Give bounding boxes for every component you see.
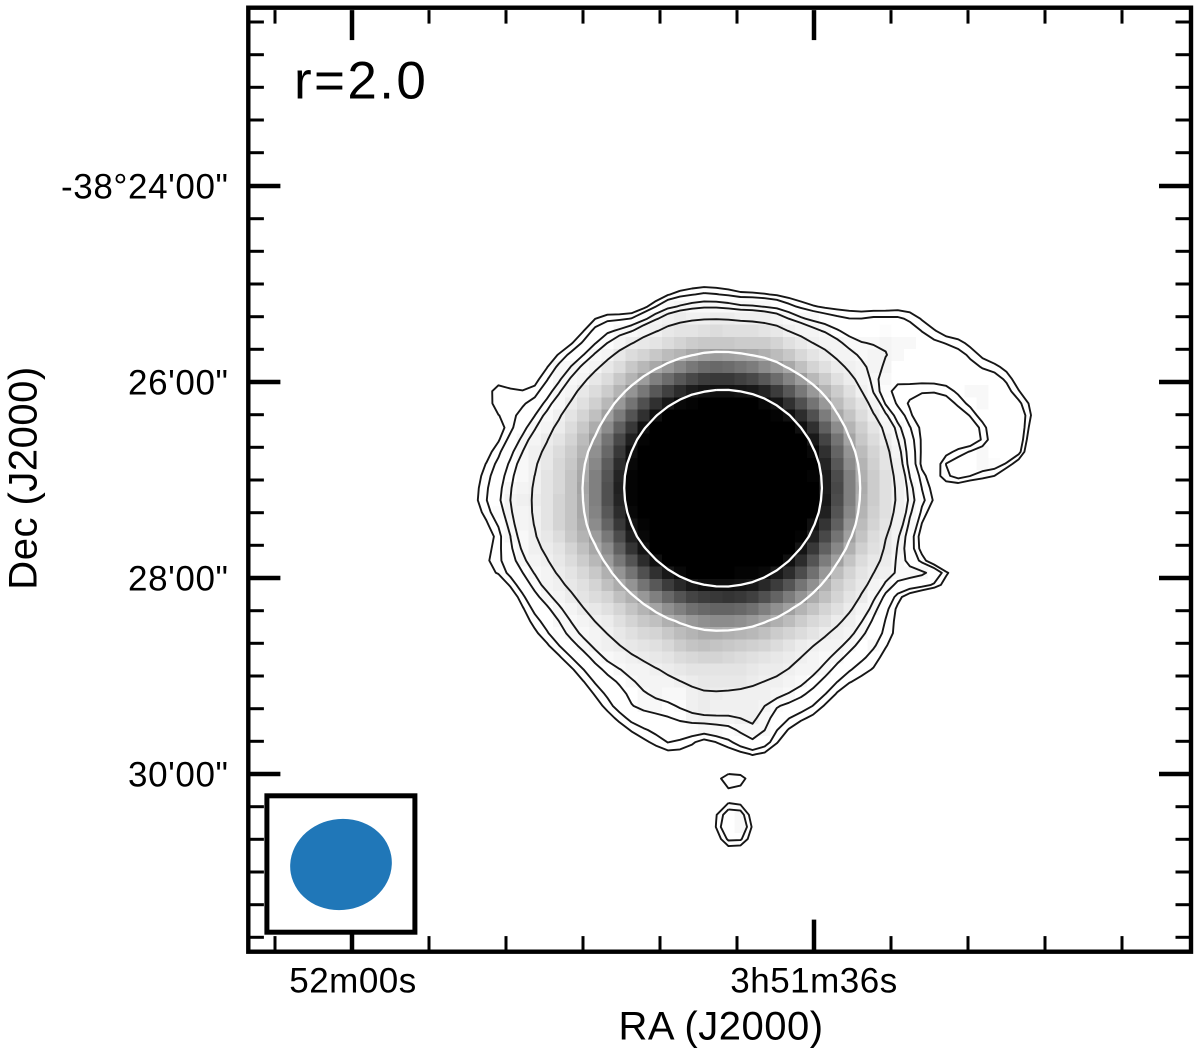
svg-text:52m00s: 52m00s [289,961,417,1000]
svg-text:r=2.0: r=2.0 [294,52,428,111]
svg-text:26'00": 26'00" [128,363,229,402]
svg-text:Dec (J2000): Dec (J2000) [2,366,46,589]
svg-text:30'00": 30'00" [128,755,229,794]
svg-text:-38°24'00": -38°24'00" [61,167,229,206]
svg-text:RA (J2000): RA (J2000) [618,1005,823,1049]
svg-text:28'00": 28'00" [128,559,229,598]
svg-text:3h51m36s: 3h51m36s [730,961,897,1000]
